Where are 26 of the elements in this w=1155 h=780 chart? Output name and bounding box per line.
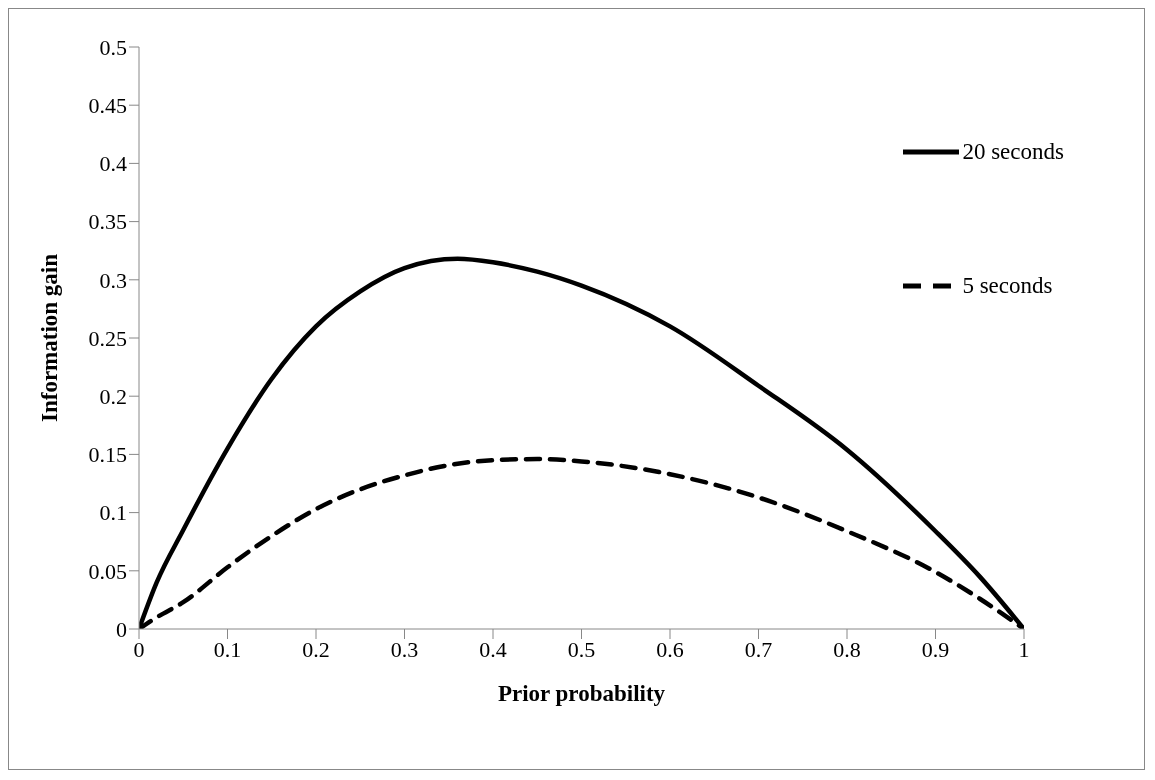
legend-label: 5 seconds bbox=[962, 273, 1053, 299]
x-tick-label: 0.6 bbox=[656, 636, 684, 662]
x-axis-title: Prior probability bbox=[497, 681, 666, 707]
x-tick-label: 1 bbox=[1018, 636, 1030, 662]
y-tick-label: 0.05 bbox=[88, 558, 127, 584]
y-tick-label: 0.5 bbox=[99, 34, 127, 60]
y-tick-label: 0.4 bbox=[99, 151, 127, 177]
y-tick-label: 0.15 bbox=[88, 442, 127, 468]
y-tick-label: 0.2 bbox=[99, 384, 127, 410]
y-tick-label: 0.45 bbox=[88, 93, 127, 119]
x-tick-label: 0.7 bbox=[744, 636, 773, 662]
x-tick-label: 0.1 bbox=[213, 636, 242, 662]
y-tick-label: 0.3 bbox=[99, 267, 127, 293]
x-tick-label: 0.5 bbox=[567, 636, 596, 662]
x-tick-label: 0.4 bbox=[479, 636, 507, 662]
y-axis-title: Information gain bbox=[37, 253, 63, 423]
y-tick-label: 0.35 bbox=[88, 209, 127, 235]
x-tick-label: 0.9 bbox=[921, 636, 950, 662]
y-tick-label: 0.1 bbox=[99, 500, 127, 526]
x-tick-label: 0.3 bbox=[390, 636, 419, 662]
x-tick-label: 0 bbox=[133, 636, 145, 662]
legend-label: 20 seconds bbox=[962, 139, 1064, 165]
y-tick-label: 0 bbox=[116, 616, 127, 642]
x-tick-label: 0.8 bbox=[833, 636, 861, 662]
x-tick-label: 0.2 bbox=[302, 636, 330, 662]
y-tick-label: 0.25 bbox=[88, 325, 127, 351]
